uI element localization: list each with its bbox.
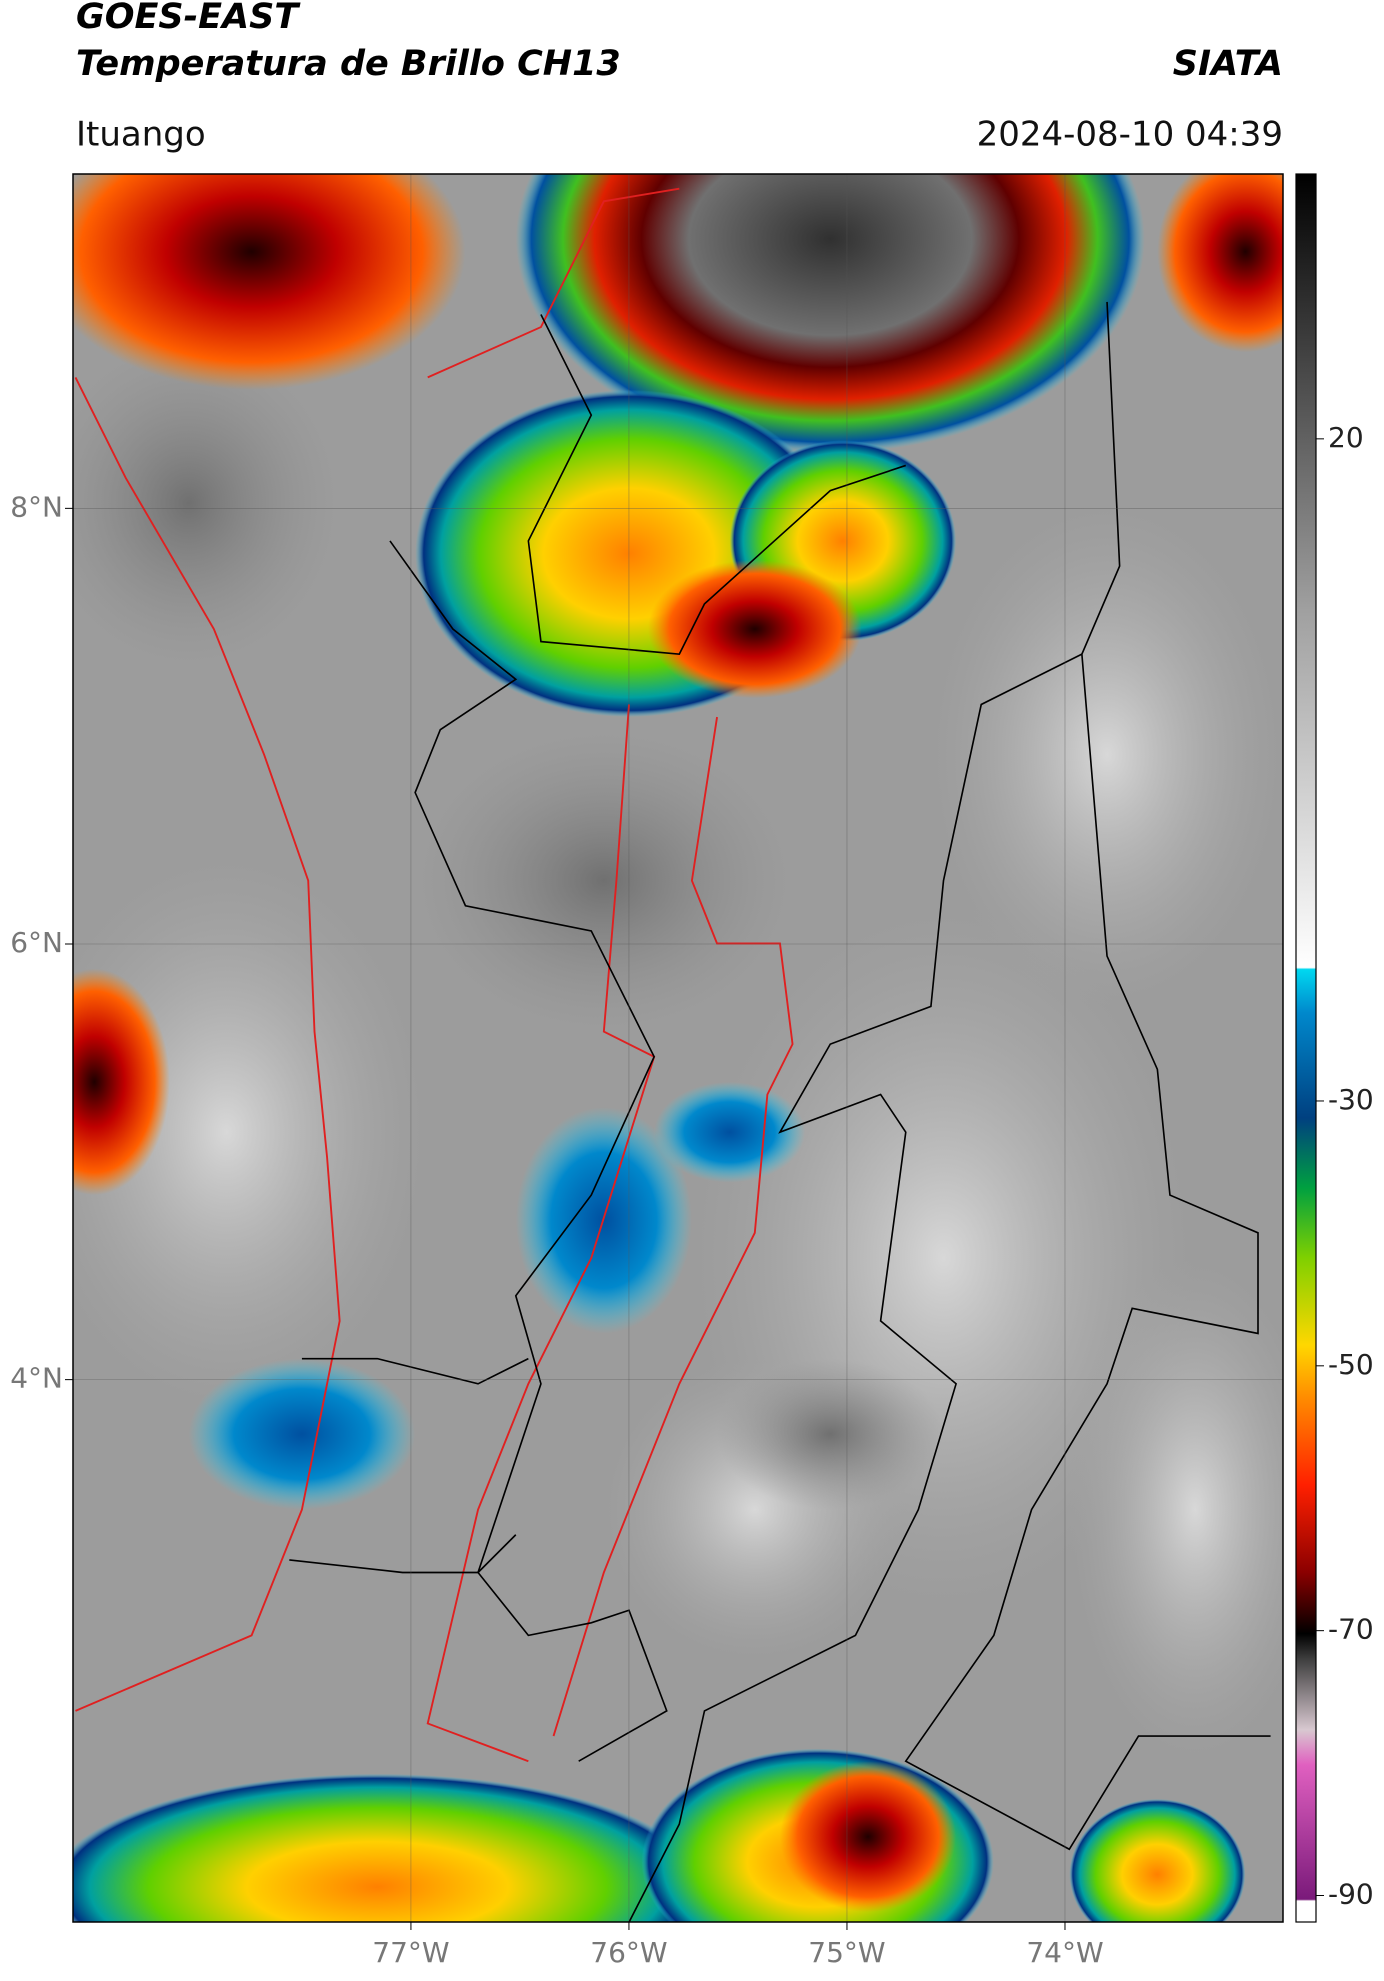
- colorbar-tick-label: -70: [1328, 1613, 1374, 1646]
- x-tick-label: 76°W: [590, 1936, 667, 1969]
- y-tick-label: 6°N: [10, 926, 63, 959]
- colorbar-tick-label: -30: [1328, 1083, 1374, 1116]
- colorbar-tick-label: -90: [1328, 1878, 1374, 1911]
- source: SIATA: [1173, 44, 1283, 84]
- subtitle: Temperatura de Brillo CH13: [76, 44, 621, 84]
- datetime: 2024-08-10 04:39: [977, 115, 1283, 155]
- colorbar-tick-label: 20: [1328, 421, 1364, 454]
- y-tick-label: 4°N: [10, 1362, 63, 1395]
- x-tick-label: 74°W: [1026, 1936, 1103, 1969]
- axes: 77°W 76°W 75°W 74°W 4°N 6°N 8°N 20 -30 -50 -70 -90: [10, 174, 1374, 1969]
- location: Ituango: [76, 115, 206, 155]
- y-tick-label: 8°N: [10, 490, 63, 523]
- title: GOES-EAST: [76, 0, 301, 37]
- x-tick-label: 75°W: [808, 1936, 885, 1969]
- x-tick-label: 77°W: [372, 1936, 449, 1969]
- header: GOES-EAST Temperatura de Brillo CH13 SIA…: [76, 0, 1283, 155]
- map-frame: [72, 173, 1284, 1923]
- colorbar: [1295, 173, 1317, 1923]
- imagery: [73, 174, 1283, 1922]
- colorbar-tick-label: -50: [1328, 1348, 1374, 1381]
